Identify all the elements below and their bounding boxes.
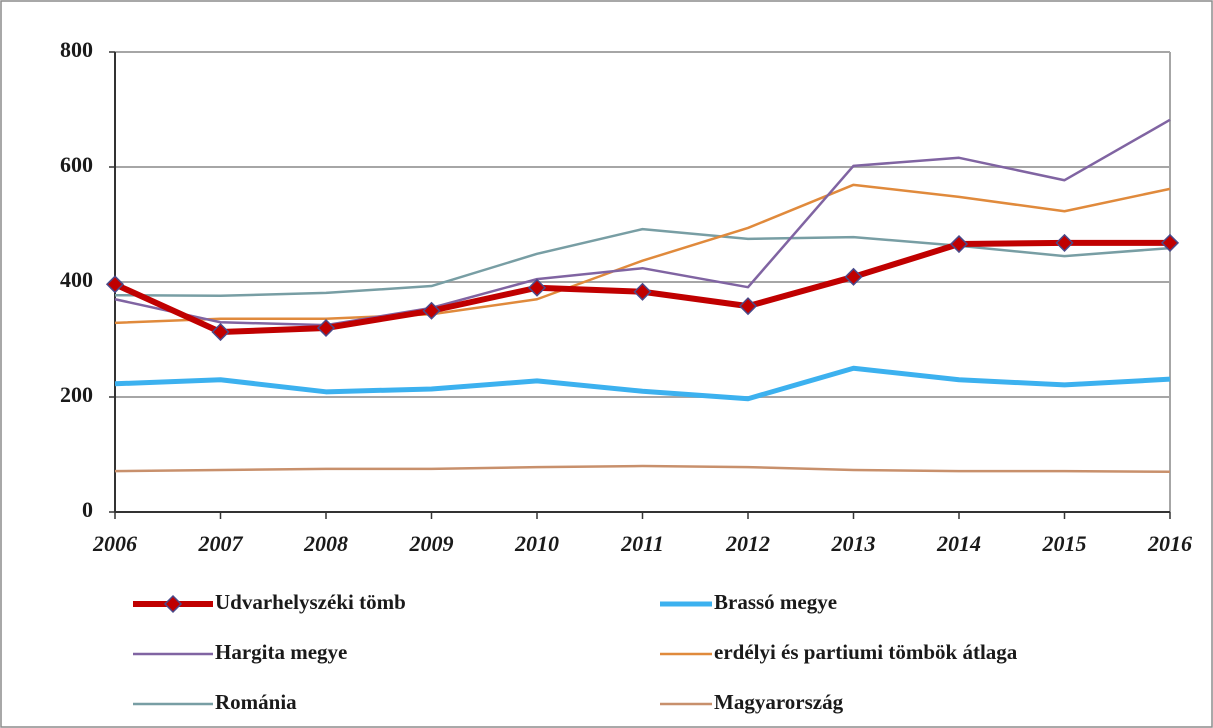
series-line xyxy=(114,365,1171,402)
series-line xyxy=(114,464,1171,473)
data-point xyxy=(105,275,125,294)
legend-label: Magyarország xyxy=(714,690,844,714)
x-tick-label: 2012 xyxy=(725,531,770,556)
y-tick-label: 0 xyxy=(82,497,93,522)
x-tick-label: 2009 xyxy=(409,531,454,556)
x-tick-label: 2006 xyxy=(92,531,137,556)
x-tick-label: 2008 xyxy=(303,531,348,556)
series-line xyxy=(114,183,1171,325)
data-point xyxy=(1055,233,1074,252)
x-tick-label: 2011 xyxy=(620,531,664,556)
y-tick-label: 800 xyxy=(60,37,93,62)
data-point xyxy=(949,234,969,254)
legend-label: Hargita megye xyxy=(215,640,347,664)
data-point xyxy=(316,318,336,338)
series-layer xyxy=(105,118,1180,473)
data-point xyxy=(738,297,758,316)
data-point xyxy=(844,267,863,286)
series-line xyxy=(114,227,1171,298)
data-point xyxy=(1160,233,1180,252)
grid-layer xyxy=(109,51,1171,519)
y-tick-label: 600 xyxy=(60,152,93,177)
series-line xyxy=(114,118,1171,327)
x-tick-label: 2013 xyxy=(831,531,876,556)
x-tick-label: 2007 xyxy=(198,531,244,556)
y-tick-label: 200 xyxy=(60,382,93,407)
legend-label: Udvarhelyszéki tömb xyxy=(215,590,406,614)
legend-label: erdélyi és partiumi tömbök átlaga xyxy=(714,640,1018,664)
data-point xyxy=(633,282,652,301)
legend-marker xyxy=(163,594,183,614)
data-point xyxy=(211,322,230,342)
legend-label: Brassó megye xyxy=(714,590,837,614)
x-tick-label: 2014 xyxy=(936,531,981,556)
data-point xyxy=(527,278,547,297)
x-tick-label: 2010 xyxy=(514,531,559,556)
legend-label: Románia xyxy=(215,690,297,714)
x-tick-label: 2015 xyxy=(1042,531,1087,556)
x-tick-label: 2016 xyxy=(1147,531,1192,556)
data-point xyxy=(422,301,441,320)
y-tick-label: 400 xyxy=(60,267,93,292)
